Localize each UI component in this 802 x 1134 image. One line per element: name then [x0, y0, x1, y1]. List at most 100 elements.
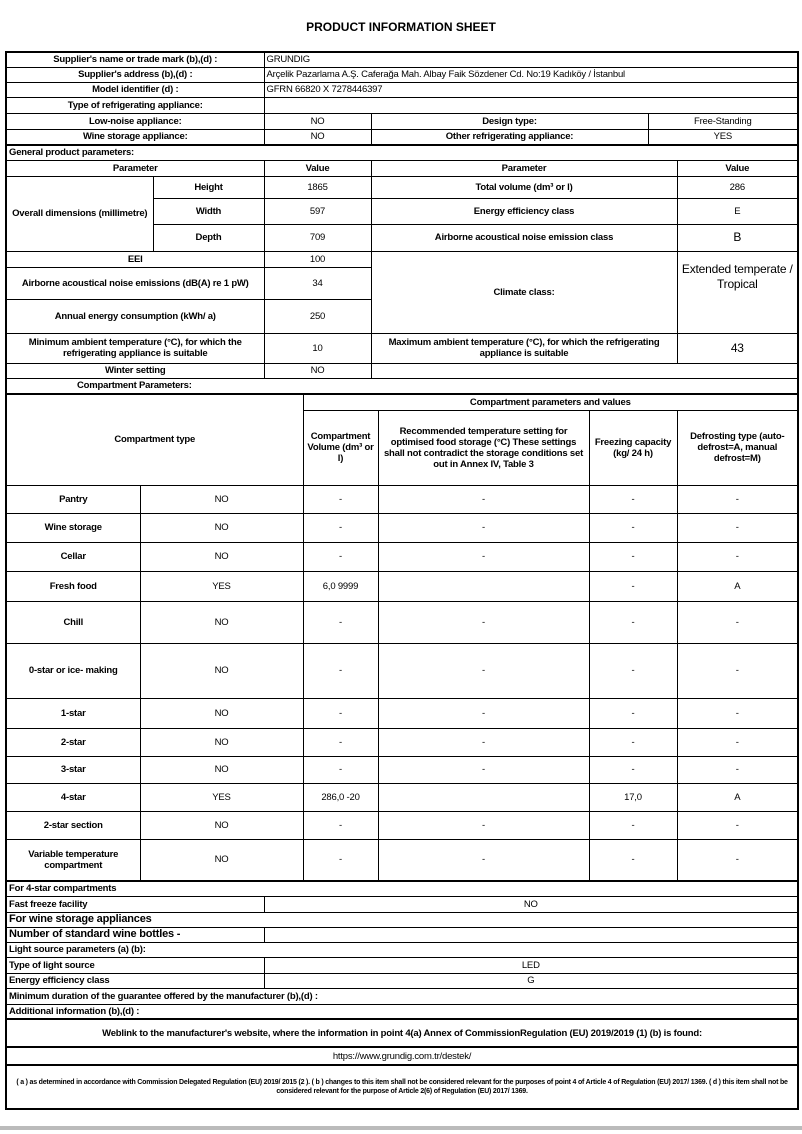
compartment-name: 4-star: [5, 782, 141, 812]
other-appliance-label: Other refrigerating appliance:: [370, 128, 649, 146]
weblink-url[interactable]: https://www.grundig.com.tr/destek/: [5, 1046, 799, 1066]
supplier-name: GRUNDIG: [263, 51, 799, 68]
compartment-freezing: -: [588, 810, 678, 840]
light-class-value: G: [263, 972, 799, 989]
compartment-temperature: -: [377, 600, 590, 644]
climate-class-value: Extended temperate / Tropical: [676, 250, 799, 334]
compartment-freezing: -: [588, 570, 678, 602]
wine-appliance-label: Wine storage appliance:: [5, 128, 265, 146]
compartment-row: Chill NO - - - -: [5, 600, 799, 644]
compartment-present: NO: [139, 727, 304, 757]
compartment-name: 1-star: [5, 697, 141, 729]
compartment-name: Fresh food: [5, 570, 141, 602]
compartment-volume: -: [302, 642, 379, 699]
additional-info-label: Additional information (b),(d) :: [5, 1003, 799, 1020]
supplier-name-label: Supplier's name or trade mark (b),(d) :: [5, 51, 265, 68]
compartment-volume: -: [302, 810, 379, 840]
compartment-row: Cellar NO - - - -: [5, 541, 799, 572]
supplier-address: Arçelik Pazarlama A.Ş. Caferağa Mah. Alb…: [263, 66, 799, 83]
climate-class-label: Climate class:: [370, 250, 678, 334]
value-header-2: Value: [676, 159, 799, 177]
compartment-freezing: -: [588, 642, 678, 699]
max-temp-label: Maximum ambient temperature (°C), for wh…: [370, 332, 678, 364]
design-type-value: Free-Standing: [647, 112, 799, 130]
compartment-freezing: -: [588, 512, 678, 543]
fast-freeze-value: NO: [263, 895, 799, 913]
wine-bottles-label: Number of standard wine bottles -: [5, 926, 265, 943]
volume-header: Compartment Volume (dm³ or l): [302, 409, 379, 486]
compartment-defrost: -: [676, 541, 799, 572]
compartment-defrost: -: [676, 642, 799, 699]
general-parameters-heading: General product parameters:: [5, 144, 799, 161]
compartment-defrost: A: [676, 570, 799, 602]
light-source-heading: Light source parameters (a) (b):: [5, 941, 799, 958]
compartment-freezing: 17,0: [588, 782, 678, 812]
compartment-name: Pantry: [5, 484, 141, 514]
light-class-label: Energy efficiency class: [5, 972, 265, 989]
parameter-header: Parameter: [5, 159, 265, 177]
compartment-freezing: -: [588, 697, 678, 729]
total-volume-label: Total volume (dm³ or l): [370, 175, 678, 199]
compartment-volume: -: [302, 727, 379, 757]
winter-setting-label: Winter setting: [5, 362, 265, 379]
value-header: Value: [263, 159, 372, 177]
compartment-volume: -: [302, 697, 379, 729]
compartment-name: Chill: [5, 600, 141, 644]
compartment-present: NO: [139, 697, 304, 729]
compartment-params-header: Compartment parameters and values: [302, 393, 799, 411]
compartment-name: Wine storage: [5, 512, 141, 543]
compartment-freezing: -: [588, 838, 678, 882]
compartment-temperature: -: [377, 727, 590, 757]
temperature-header: Recommended temperature setting for opti…: [377, 409, 590, 486]
width-value: 597: [263, 197, 372, 225]
annual-energy-value: 250: [263, 298, 372, 334]
compartment-freezing: -: [588, 727, 678, 757]
compartment-temperature: -: [377, 541, 590, 572]
compartment-row: 0-star or ice- making NO - - - -: [5, 642, 799, 699]
compartment-temperature: [377, 570, 590, 602]
compartment-volume: -: [302, 541, 379, 572]
compartment-present: NO: [139, 810, 304, 840]
compartment-parameters-heading: Compartment Parameters:: [5, 377, 799, 395]
compartment-name: Cellar: [5, 541, 141, 572]
compartment-type-header: Compartment type: [5, 393, 304, 486]
four-star-heading: For 4-star compartments: [5, 880, 799, 897]
noise-emissions-value: 34: [263, 266, 372, 300]
page-edge: [0, 1126, 802, 1130]
compartment-volume: -: [302, 484, 379, 514]
compartment-temperature: -: [377, 838, 590, 882]
compartment-defrost: -: [676, 755, 799, 784]
low-noise-value: NO: [263, 112, 372, 130]
compartment-defrost: -: [676, 484, 799, 514]
compartment-present: NO: [139, 642, 304, 699]
compartment-defrost: -: [676, 697, 799, 729]
other-appliance-value: YES: [647, 128, 799, 146]
compartment-defrost: -: [676, 727, 799, 757]
compartment-freezing: -: [588, 484, 678, 514]
page-title: PRODUCT INFORMATION SHEET: [306, 20, 496, 34]
weblink-label: Weblink to the manufacturer's website, w…: [5, 1018, 799, 1048]
compartment-present: NO: [139, 755, 304, 784]
compartment-row: 4-star YES 286,0 -20 17,0 A: [5, 782, 799, 812]
compartment-present: NO: [139, 512, 304, 543]
wine-bottles-value: [263, 926, 799, 943]
compartment-temperature: -: [377, 512, 590, 543]
compartment-volume: 286,0 -20: [302, 782, 379, 812]
winter-setting-value: NO: [263, 362, 372, 379]
compartment-name: 3-star: [5, 755, 141, 784]
compartment-defrost: -: [676, 512, 799, 543]
compartment-temperature: -: [377, 755, 590, 784]
compartment-present: YES: [139, 570, 304, 602]
model-label: Model identifier (d) :: [5, 81, 265, 98]
compartment-row: Pantry NO - - - -: [5, 484, 799, 514]
height-value: 1865: [263, 175, 372, 199]
compartment-row: 2-star section NO - - - -: [5, 810, 799, 840]
energy-class-label: Energy efficiency class: [370, 197, 678, 225]
compartment-name: Variable temperature compartment: [5, 838, 141, 882]
overall-dimensions-label: Overall dimensions (millimetre): [5, 175, 154, 252]
appliance-type-label: Type of refrigerating appliance:: [5, 96, 265, 114]
min-temp-label: Minimum ambient temperature (°C), for wh…: [5, 332, 265, 364]
compartment-volume: -: [302, 838, 379, 882]
compartment-freezing: -: [588, 755, 678, 784]
noise-class-label: Airborne acoustical noise emission class: [370, 223, 678, 252]
